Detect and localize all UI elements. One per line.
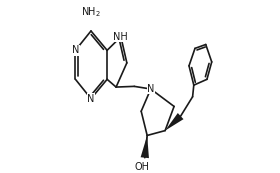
Polygon shape bbox=[141, 135, 149, 158]
Text: NH$_2$: NH$_2$ bbox=[81, 5, 101, 19]
Text: N: N bbox=[147, 84, 155, 94]
Text: NH: NH bbox=[113, 32, 128, 42]
Text: N: N bbox=[72, 45, 79, 55]
Text: N: N bbox=[87, 94, 95, 104]
Polygon shape bbox=[165, 113, 183, 131]
Text: OH: OH bbox=[135, 162, 150, 172]
